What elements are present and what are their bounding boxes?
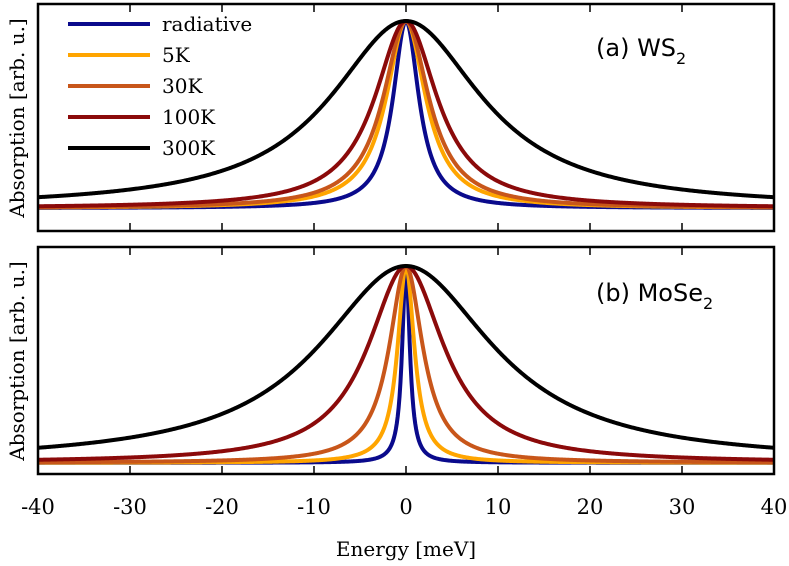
- panel-mose2-ticks: [37, 247, 775, 474]
- x-tick-label: -20: [205, 495, 239, 519]
- panel-ws2-curves: [36, 19, 776, 210]
- x-tick-label: 40: [761, 495, 788, 519]
- y-axis-title-top: Absorption [arb. u.]: [5, 18, 29, 218]
- curve-300k: [36, 19, 776, 200]
- panel-ws2: (a) WS2 radiative 5K 30K 100K 300K: [36, 2, 776, 233]
- legend-label-radiative: radiative: [162, 12, 252, 36]
- y-axis-title-bottom: Absorption [arb. u.]: [5, 261, 29, 461]
- x-tick-label: 30: [669, 495, 696, 519]
- x-tick-label: 10: [485, 495, 512, 519]
- panel-mose2-curves: [36, 264, 776, 465]
- legend: radiative 5K 30K 100K 300K: [68, 12, 252, 160]
- panel-ws2-label: (a) WS2: [596, 34, 686, 68]
- legend-label-300k: 300K: [162, 136, 216, 160]
- x-tick-labels: -40 -30 -20 -10 0 10 20 30 40: [21, 495, 787, 519]
- panel-mose2: (b) MoSe2: [36, 245, 776, 476]
- curve-300k: [36, 264, 776, 450]
- legend-label-5k: 5K: [162, 43, 191, 67]
- x-tick-label: -40: [21, 495, 55, 519]
- x-tick-label: -10: [297, 495, 331, 519]
- x-tick-label: 20: [577, 495, 604, 519]
- x-axis-title: Energy [meV]: [336, 537, 476, 561]
- legend-label-100k: 100K: [162, 105, 216, 129]
- x-tick-label: -30: [113, 495, 147, 519]
- legend-label-30k: 30K: [162, 74, 203, 98]
- x-tick-label: 0: [399, 495, 412, 519]
- panel-ws2-ticks: [37, 4, 775, 231]
- panel-mose2-label: (b) MoSe2: [596, 279, 713, 313]
